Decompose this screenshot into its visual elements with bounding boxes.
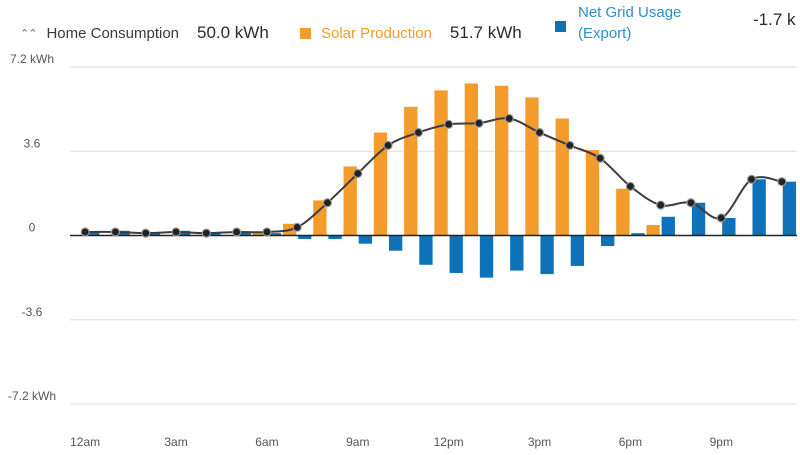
- bar-net-grid-usage[interactable]: [601, 235, 615, 247]
- legend-solar-value: 51.7 kWh: [449, 23, 522, 42]
- line-point[interactable]: [322, 198, 333, 208]
- bar-net-grid-usage[interactable]: [419, 235, 433, 265]
- legend-home-label: Home Consumption: [46, 24, 179, 42]
- line-point[interactable]: [80, 227, 90, 237]
- line-point[interactable]: [595, 153, 605, 163]
- line-point[interactable]: [353, 168, 363, 179]
- legend-grid-label-line1: Net Grid Usage: [578, 4, 682, 21]
- bar-net-grid-usage[interactable]: [782, 181, 797, 236]
- legend-grid-label-line2: (Export): [578, 25, 632, 42]
- line-series-icon: ⌃⌃: [20, 27, 37, 40]
- y-tick-label: 7.2 kWh: [10, 52, 54, 66]
- bar-solar-production[interactable]: [616, 188, 630, 236]
- line-point[interactable]: [534, 127, 545, 138]
- line-point[interactable]: [201, 228, 211, 238]
- line-point[interactable]: [686, 198, 696, 208]
- line-point[interactable]: [777, 177, 787, 187]
- bar-net-grid-usage[interactable]: [267, 233, 282, 236]
- bar-solar-production[interactable]: [585, 150, 600, 236]
- legend-grid-value-wrap: -1.7 k: [753, 10, 796, 30]
- bar-net-grid-usage[interactable]: [449, 235, 463, 273]
- bar-net-grid-usage[interactable]: [86, 231, 100, 236]
- bar-net-grid-usage[interactable]: [298, 235, 312, 240]
- x-tick-label: 6pm: [619, 435, 642, 449]
- x-axis-ticks: 12am 3am 6am 9am 12pm 3pm 6pm 9pm: [70, 435, 733, 449]
- bar-net-grid-usage[interactable]: [691, 202, 706, 236]
- line-point[interactable]: [474, 118, 484, 128]
- bar-net-grid-usage[interactable]: [358, 235, 373, 244]
- x-tick-label: 9pm: [710, 435, 733, 449]
- home-consumption-line: [85, 117, 783, 235]
- x-tick-label: 6am: [255, 435, 278, 449]
- bar-series: [86, 83, 797, 278]
- bar-solar-production[interactable]: [494, 85, 509, 236]
- line-point[interactable]: [383, 140, 393, 150]
- line-point[interactable]: [504, 113, 514, 124]
- bar-net-grid-usage[interactable]: [237, 231, 251, 236]
- legend-home-value: 50.0 kWh: [197, 23, 269, 42]
- line-point[interactable]: [656, 200, 666, 210]
- y-tick-label: -7.2 kWh: [8, 389, 56, 403]
- x-tick-label: 3pm: [528, 435, 551, 449]
- bar-solar-production[interactable]: [555, 118, 569, 236]
- x-tick-label: 12am: [70, 435, 100, 449]
- bar-net-grid-usage[interactable]: [328, 235, 342, 240]
- line-point[interactable]: [413, 127, 423, 138]
- line-point[interactable]: [171, 227, 181, 237]
- bar-solar-production[interactable]: [646, 224, 660, 236]
- legend-net-grid-usage[interactable]: Net Grid Usage (Export): [555, 2, 681, 44]
- line-point[interactable]: [141, 228, 151, 238]
- bar-net-grid-usage[interactable]: [661, 216, 675, 236]
- y-axis-ticks: 7.2 kWh 3.6 0 -3.6 -7.2 kWh: [8, 52, 56, 403]
- bar-net-grid-usage[interactable]: [631, 233, 645, 236]
- legend-solar-label: Solar Production: [321, 24, 432, 42]
- bar-net-grid-usage[interactable]: [479, 235, 494, 278]
- bar-net-grid-usage[interactable]: [388, 235, 403, 251]
- bar-solar-production[interactable]: [434, 90, 448, 236]
- bar-net-grid-usage[interactable]: [722, 217, 736, 236]
- line-point[interactable]: [565, 140, 575, 150]
- y-tick-label: 0: [29, 221, 36, 235]
- bar-solar-production[interactable]: [525, 97, 539, 236]
- bar-net-grid-usage[interactable]: [752, 179, 766, 236]
- bar-solar-production[interactable]: [404, 106, 418, 236]
- line-point[interactable]: [292, 222, 302, 232]
- bar-solar-production[interactable]: [313, 200, 327, 236]
- x-tick-label: 3am: [164, 435, 187, 449]
- bar-solar-production[interactable]: [373, 132, 388, 236]
- line-point[interactable]: [232, 227, 242, 237]
- line-point[interactable]: [444, 119, 454, 129]
- line-point[interactable]: [625, 181, 635, 191]
- bar-net-grid-usage[interactable]: [570, 235, 585, 266]
- line-series: [80, 113, 787, 238]
- chart-legend: ⌃⌃ Home Consumption 50.0 kWh Solar Produ…: [0, 0, 800, 62]
- y-tick-label: 3.6: [24, 136, 41, 150]
- legend-home-consumption[interactable]: ⌃⌃ Home Consumption 50.0 kWh: [20, 23, 269, 43]
- solar-swatch-icon: [300, 27, 311, 39]
- line-point[interactable]: [262, 227, 272, 237]
- y-tick-label: -3.6: [22, 305, 43, 319]
- legend-grid-value: -1.7 k: [753, 10, 796, 29]
- grid-swatch-icon: [555, 21, 566, 32]
- line-point[interactable]: [746, 174, 757, 184]
- x-tick-label: 12pm: [434, 435, 464, 449]
- legend-solar-production[interactable]: Solar Production 51.7 kWh: [300, 23, 522, 43]
- line-point[interactable]: [110, 227, 121, 237]
- bar-net-grid-usage[interactable]: [510, 235, 524, 271]
- bar-solar-production[interactable]: [464, 83, 479, 236]
- bar-net-grid-usage[interactable]: [540, 235, 554, 275]
- bar-solar-production[interactable]: [252, 231, 266, 236]
- line-point[interactable]: [716, 213, 726, 223]
- x-tick-label: 9am: [346, 435, 369, 449]
